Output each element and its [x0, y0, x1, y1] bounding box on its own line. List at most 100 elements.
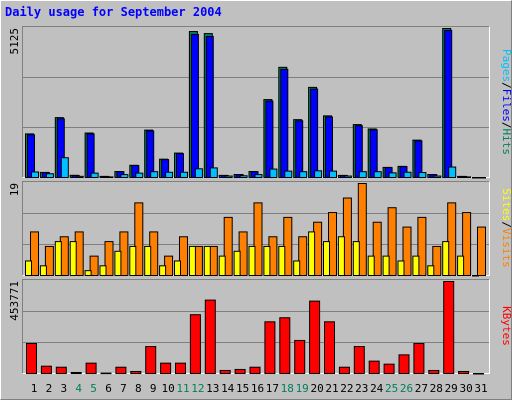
- bar: [248, 245, 256, 277]
- bar: [357, 183, 367, 276]
- bar: [269, 168, 278, 179]
- bar: [60, 157, 69, 178]
- x-tick-label: 14: [221, 382, 235, 395]
- bar: [432, 245, 442, 277]
- x-tick-label: 10: [161, 382, 174, 395]
- x-tick-label: 26: [400, 382, 413, 395]
- bar: [337, 236, 345, 276]
- bar: [353, 346, 365, 374]
- bar: [447, 202, 457, 276]
- bar: [104, 241, 114, 277]
- bar: [135, 172, 144, 178]
- bar: [219, 369, 231, 375]
- bar: [382, 255, 390, 277]
- bar: [373, 171, 382, 178]
- bar: [369, 129, 378, 179]
- x-tick-label: 27: [415, 382, 428, 395]
- bar: [265, 100, 274, 178]
- x-tick-label: 18: [281, 382, 294, 395]
- bar: [308, 231, 316, 276]
- bar: [234, 368, 246, 375]
- legend: Sites/Visits: [500, 188, 512, 268]
- legend-label: Sites: [500, 188, 512, 221]
- legend-label: Pages: [500, 49, 512, 82]
- frame: [22, 26, 490, 178]
- bar: [223, 216, 233, 276]
- bar: [190, 33, 199, 178]
- bar: [134, 202, 144, 276]
- bar: [189, 314, 201, 375]
- bar: [204, 299, 216, 374]
- bar: [254, 174, 263, 178]
- x-tick-label: 20: [310, 382, 323, 395]
- x-tick-label: 13: [206, 382, 219, 395]
- bar: [105, 176, 114, 178]
- bar: [264, 321, 276, 375]
- bar: [218, 255, 226, 277]
- bar: [89, 255, 99, 277]
- bar: [55, 366, 67, 375]
- bar: [477, 226, 486, 276]
- bar: [224, 175, 233, 178]
- bar: [100, 372, 112, 375]
- bar: [457, 255, 465, 277]
- chart-title: Daily usage for September 2004: [5, 5, 222, 19]
- bar: [354, 125, 363, 178]
- bar: [188, 245, 196, 277]
- bar: [428, 369, 440, 375]
- x-tick-label: 5: [90, 382, 97, 395]
- bar: [175, 362, 186, 374]
- bar: [54, 241, 62, 277]
- bar: [179, 236, 188, 276]
- frame: [22, 181, 490, 276]
- bar: [120, 174, 129, 178]
- y-tick-label: 19: [8, 183, 21, 196]
- y-tick-label: 5125: [8, 28, 21, 55]
- bar: [443, 281, 455, 374]
- bar: [69, 241, 77, 277]
- bar: [146, 130, 155, 178]
- bar: [294, 339, 306, 374]
- x-tick-label: 12: [191, 382, 204, 395]
- bar: [253, 202, 263, 276]
- bar: [314, 170, 323, 179]
- bar: [358, 171, 367, 178]
- bar: [402, 226, 412, 276]
- bar: [367, 255, 375, 277]
- bar: [39, 265, 47, 277]
- x-tick-label: 19: [296, 382, 309, 395]
- bar: [293, 260, 301, 277]
- bar: [160, 362, 172, 374]
- bar: [159, 265, 167, 277]
- bar: [295, 120, 304, 179]
- plot-area: [22, 26, 490, 178]
- bar: [31, 171, 39, 179]
- bar: [309, 300, 321, 374]
- bar: [310, 88, 319, 178]
- bar: [323, 241, 330, 277]
- legend-label: Files: [500, 89, 512, 122]
- bar: [387, 207, 397, 276]
- bar: [325, 116, 333, 178]
- bar: [130, 370, 142, 374]
- legend: KBytes: [500, 306, 512, 346]
- bar: [145, 346, 157, 374]
- bar: [448, 166, 457, 179]
- bar: [45, 173, 54, 179]
- bar: [478, 177, 486, 179]
- bar: [44, 245, 54, 277]
- x-tick-label: 1: [31, 382, 38, 395]
- bar: [284, 170, 293, 178]
- bar: [129, 245, 137, 277]
- bar: [56, 118, 65, 178]
- x-tick-label: 4: [75, 382, 82, 395]
- bar: [263, 245, 271, 277]
- bar: [25, 260, 32, 277]
- legend-label: Visits: [500, 228, 512, 268]
- bar: [412, 255, 420, 277]
- bar: [86, 133, 95, 178]
- bar: [343, 175, 352, 178]
- legend: Pages/Files/Hits: [500, 49, 512, 155]
- x-tick-label: 23: [355, 382, 368, 395]
